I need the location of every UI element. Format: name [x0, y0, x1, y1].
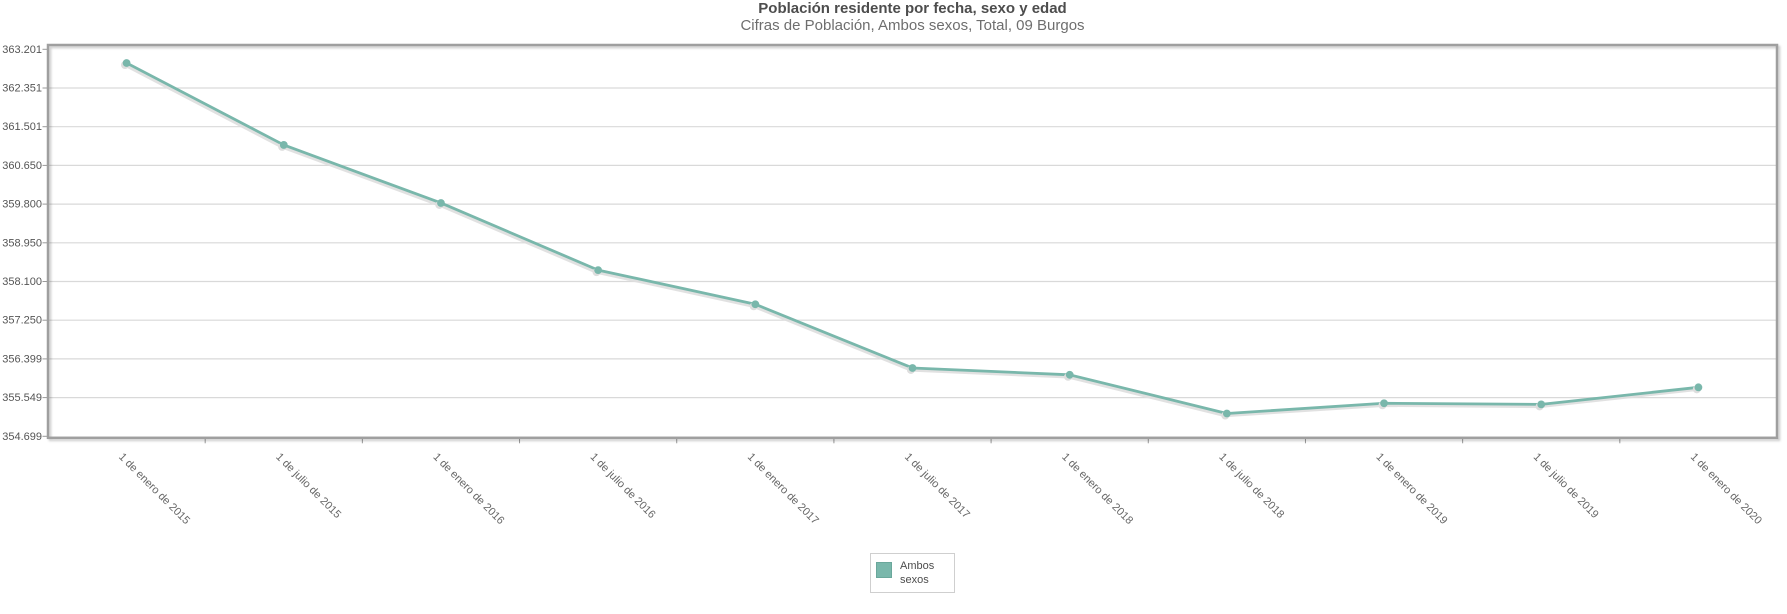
- plot-area[interactable]: [48, 45, 1777, 436]
- x-axis-label: 1 de enero de 2015: [116, 451, 192, 527]
- x-axis-label: 1 de enero de 2019: [1374, 451, 1450, 527]
- x-axis-label: 1 de julio de 2019: [1531, 451, 1601, 521]
- legend-label: Ambos sexos: [900, 560, 935, 586]
- data-point-marker[interactable]: [1537, 400, 1546, 409]
- y-axis-label: 356.399: [2, 353, 42, 365]
- x-axis-label: 1 de enero de 2020: [1688, 451, 1764, 527]
- data-point-marker[interactable]: [437, 199, 445, 207]
- y-axis-label: 363.201: [2, 44, 42, 56]
- data-point-marker[interactable]: [1065, 370, 1074, 379]
- y-axis-label: 354.699: [2, 431, 42, 443]
- y-axis-label: 360.650: [2, 160, 42, 172]
- x-axis-label: 1 de julio de 2015: [273, 451, 343, 521]
- x-axis-label: 1 de julio de 2018: [1216, 451, 1286, 521]
- y-axis-label: 362.351: [2, 83, 42, 95]
- data-point-marker[interactable]: [594, 266, 603, 275]
- x-axis-label: 1 de julio de 2017: [902, 451, 972, 521]
- x-axis-label: 1 de enero de 2018: [1059, 451, 1135, 527]
- chart-title: Población residente por fecha, sexo y ed…: [758, 0, 1067, 17]
- y-axis-label: 359.800: [2, 199, 42, 211]
- legend-item: Ambos sexos: [870, 553, 955, 593]
- data-point-marker[interactable]: [279, 141, 288, 149]
- data-point-marker[interactable]: [122, 59, 131, 67]
- legend-swatch-icon: [876, 562, 892, 578]
- y-axis-label: 361.501: [2, 121, 42, 133]
- y-axis-label: 357.250: [2, 315, 42, 327]
- plot-border: [46, 43, 1779, 440]
- x-axis-label: 1 de julio de 2016: [588, 451, 658, 521]
- y-axis-label: 358.100: [2, 276, 42, 288]
- legend: Ambos sexos: [48, 553, 1777, 593]
- data-point-marker[interactable]: [1222, 409, 1231, 418]
- x-axis-label: 1 de enero de 2017: [745, 451, 821, 527]
- data-point-marker[interactable]: [1380, 399, 1388, 408]
- data-point-marker[interactable]: [1694, 383, 1703, 392]
- y-axis-label: 358.950: [2, 237, 42, 249]
- y-axis-label: 355.549: [2, 392, 42, 404]
- x-axis-label: 1 de enero de 2016: [430, 451, 506, 527]
- chart-subtitle: Cifras de Población, Ambos sexos, Total,…: [740, 17, 1085, 34]
- data-point-marker[interactable]: [751, 300, 760, 309]
- data-point-marker[interactable]: [908, 364, 917, 372]
